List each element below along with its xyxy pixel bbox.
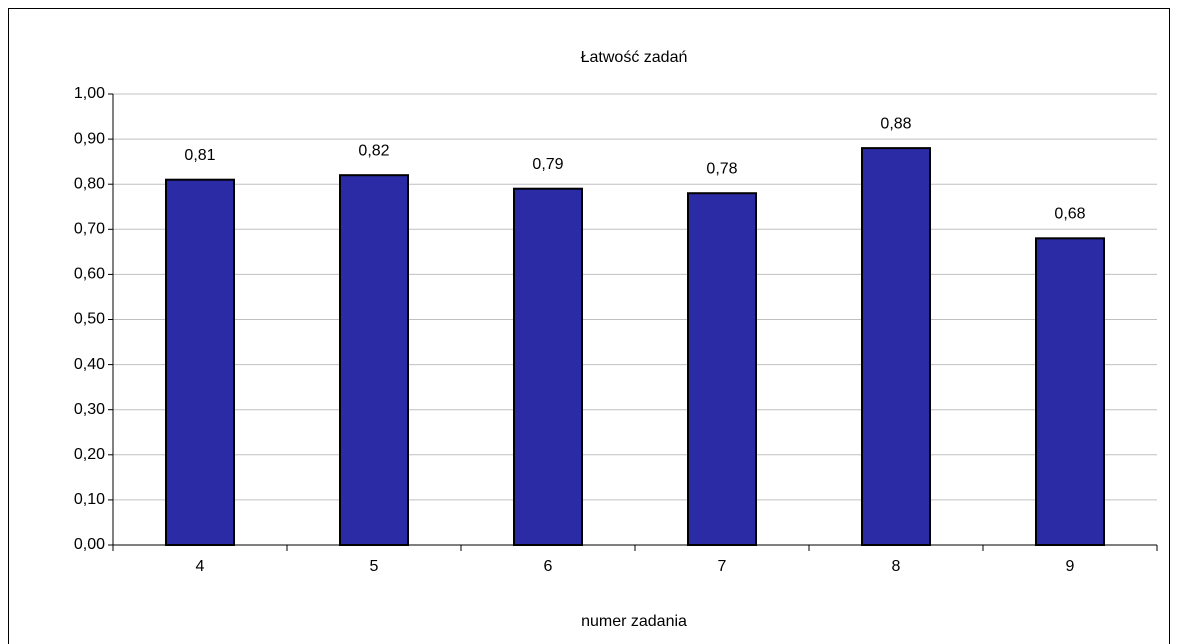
x-tick-label: 4 — [196, 558, 205, 575]
y-tick-label: 0,20 — [74, 446, 105, 463]
y-tick-label: 0,50 — [74, 311, 105, 328]
data-label: 0,68 — [1054, 206, 1085, 223]
y-tick-label: 0,40 — [74, 356, 105, 373]
y-tick-label: 0,70 — [74, 221, 105, 238]
data-label: 0,81 — [184, 147, 215, 164]
bar — [687, 192, 757, 546]
chart-title: Łatwość zadań — [581, 49, 688, 66]
bar — [513, 187, 583, 547]
y-tick-label: 1,00 — [74, 85, 105, 102]
y-tick-label: 0,10 — [74, 491, 105, 508]
bar — [1035, 237, 1105, 546]
bar — [339, 174, 409, 546]
y-tick-label: 0,30 — [74, 401, 105, 418]
y-tick-label: 0,80 — [74, 175, 105, 192]
bar — [165, 178, 235, 546]
x-axis-label: numer zadania — [581, 613, 687, 630]
data-label: 0,78 — [706, 160, 737, 177]
x-tick-label: 7 — [718, 558, 727, 575]
y-tick-label: 0,60 — [74, 266, 105, 283]
x-tick-label: 6 — [544, 558, 553, 575]
data-label: 0,82 — [358, 142, 389, 159]
x-tick-label: 5 — [370, 558, 379, 575]
data-label: 0,88 — [880, 115, 911, 132]
y-tick-label: 0,90 — [74, 130, 105, 147]
bar — [861, 147, 931, 546]
data-label: 0,79 — [532, 156, 563, 173]
y-tick-label: 0,00 — [74, 536, 105, 553]
x-tick-label: 8 — [892, 558, 901, 575]
x-tick-label: 9 — [1066, 558, 1075, 575]
